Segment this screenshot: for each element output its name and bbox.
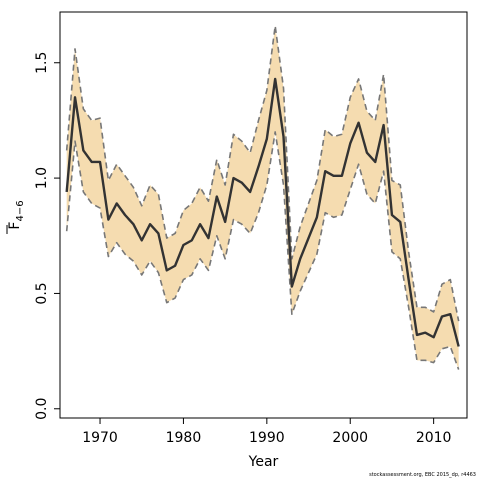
- plot-frame: [59, 11, 468, 419]
- y-axis-title-main: F: [7, 222, 23, 230]
- y-tick-label: 0.5: [34, 282, 50, 304]
- credit-text: stockassessment.org, EBC 2015_dp, r4463: [369, 472, 476, 478]
- y-tick-label: 1.5: [34, 52, 50, 74]
- x-tick-label: 2000: [332, 430, 368, 446]
- y-tick-label: 1.0: [34, 167, 50, 189]
- y-axis-title: F4−6: [6, 200, 26, 234]
- x-tick-label: 1970: [82, 430, 118, 446]
- axis-layer: 1970 1980 1990 2000 2010 0.0 0.5 1.0 1.5: [34, 52, 451, 446]
- y-axis-title-subscript: 4−6: [15, 200, 26, 221]
- x-tick-label: 2010: [416, 430, 452, 446]
- series-layer: [65, 25, 460, 370]
- x-tick-label: 1990: [249, 430, 285, 446]
- svg-text:F4−6: F4−6: [7, 200, 26, 229]
- estimate-line: [65, 77, 460, 347]
- lower-bound-line: [65, 131, 460, 370]
- y-tick-label: 0.0: [34, 398, 50, 420]
- x-tick-label: 1980: [166, 430, 202, 446]
- x-axis-title: Year: [248, 454, 279, 470]
- upper-bound-line: [65, 25, 460, 322]
